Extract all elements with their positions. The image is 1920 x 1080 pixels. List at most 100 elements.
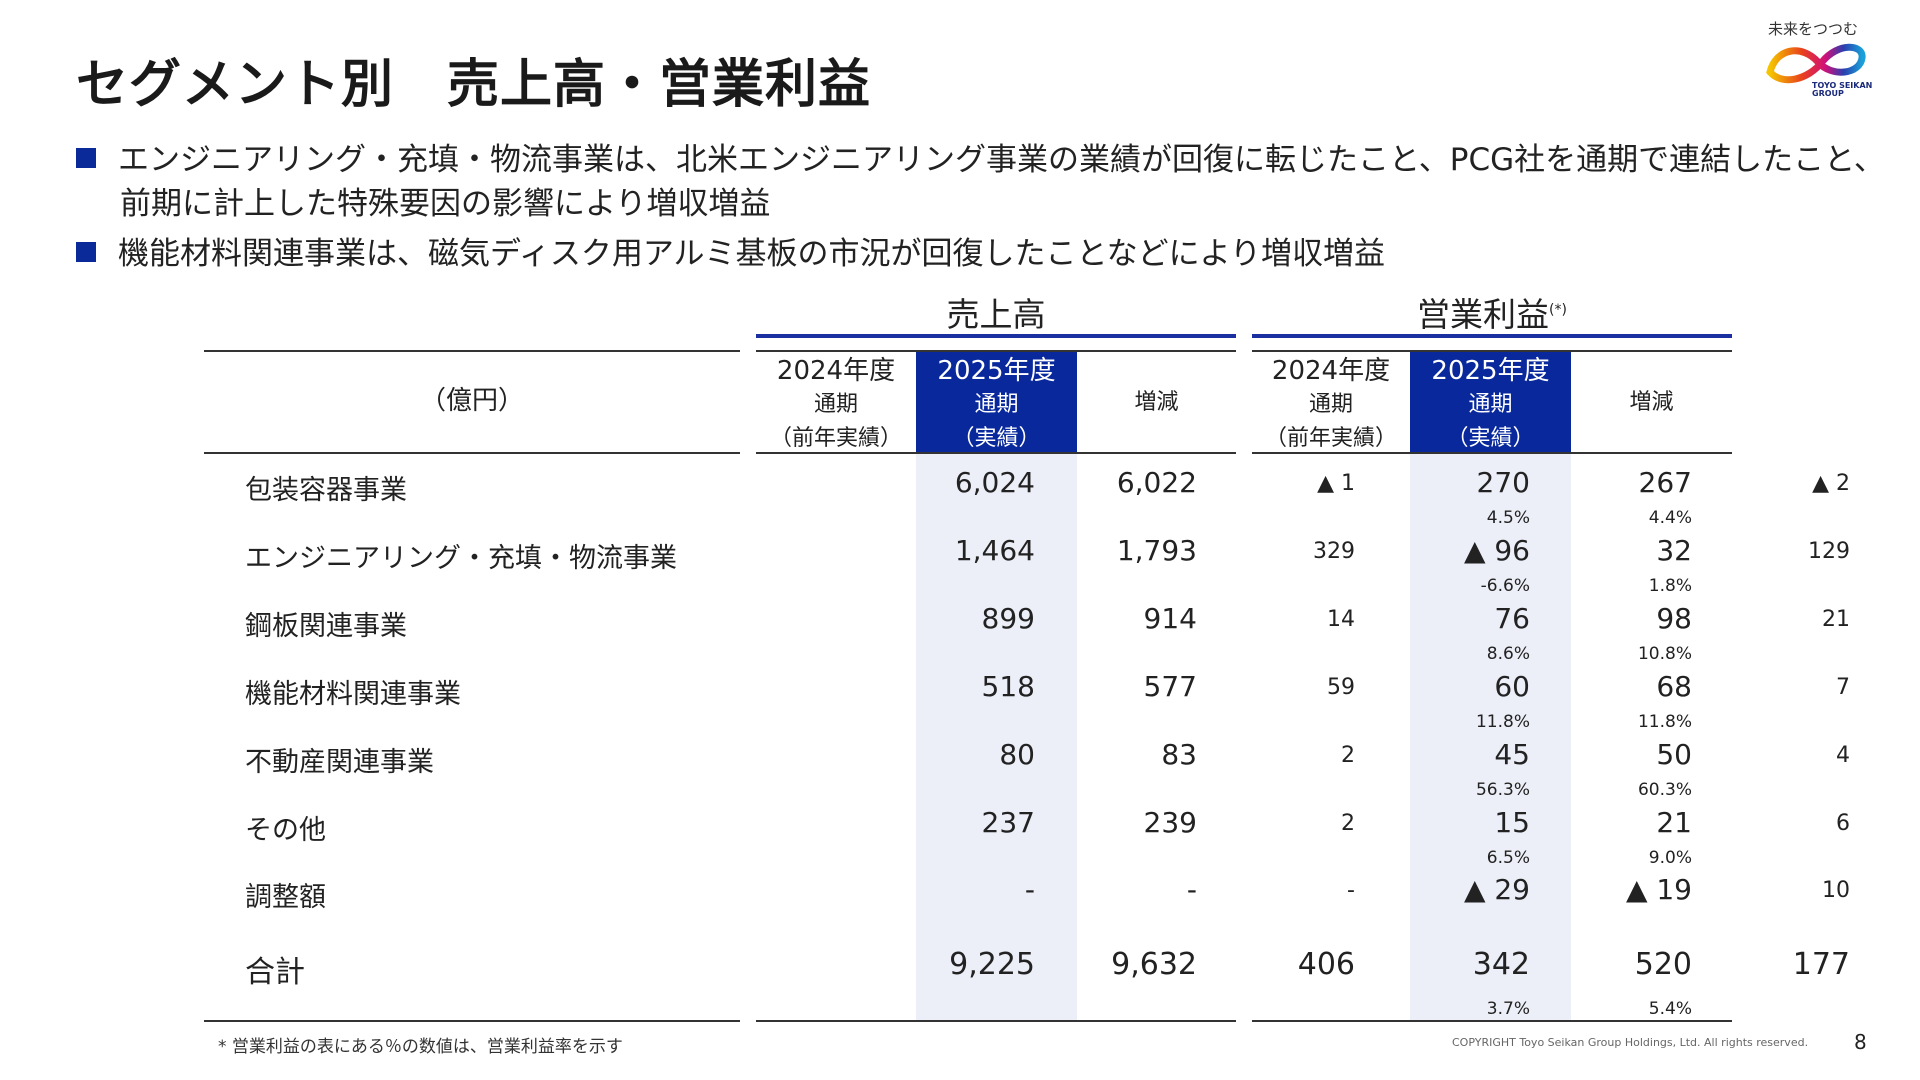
footnote: * 営業利益の表にある％の数値は、営業利益率を示す: [218, 1037, 623, 1057]
cell-p-diff: 21: [1822, 607, 1850, 632]
cell-p-diff: 177: [1792, 947, 1850, 982]
table-top-rule: [756, 350, 1236, 352]
cell-margin-curr: 10.8%: [1637, 644, 1692, 664]
profit-prev-header: 2024年度 通期 （前年実績）: [1264, 356, 1397, 451]
logo-tagline: 未来をつつむ: [1768, 20, 1859, 38]
row-label: 機能材料関連事業: [245, 679, 461, 710]
cell-margin-curr: 5.4%: [1648, 999, 1692, 1019]
cell-p-diff: 129: [1808, 539, 1850, 564]
table-header-rule: [204, 452, 740, 454]
cell-margin-curr: 4.4%: [1648, 508, 1692, 528]
cell-s-diff: 406: [1297, 947, 1355, 982]
cell-s-diff: ▲ 1: [1317, 471, 1355, 496]
cell-p-diff: 10: [1822, 878, 1850, 903]
table-top-rule: [204, 350, 740, 352]
cell-s-prev: 6,024: [954, 466, 1035, 499]
table-header-rule: [1252, 452, 1732, 454]
cell-s-curr: 83: [1161, 738, 1197, 771]
page-title: セグメント別 売上高・営業利益: [76, 55, 872, 115]
table-bottom-rule: [756, 1020, 1236, 1022]
sales-prev-header: 2024年度 通期 （前年実績）: [769, 356, 902, 451]
cell-s-prev: 9,225: [949, 947, 1035, 982]
cell-margin-prev: 11.8%: [1475, 712, 1530, 732]
cell-margin-prev: 56.3%: [1475, 780, 1530, 800]
cell-p-curr: 267: [1638, 466, 1692, 499]
cell-s-prev: 80: [999, 738, 1035, 771]
profit-header-bar: [1252, 334, 1732, 338]
row-label: エンジニアリング・充填・物流事業: [245, 543, 677, 574]
logo-brand-text: TOYO SEIKAN GROUP: [1812, 81, 1873, 98]
cell-s-prev: 518: [981, 670, 1035, 703]
cell-p-prev: 270: [1476, 466, 1530, 499]
row-label: 調整額: [245, 882, 326, 913]
cell-s-diff: 59: [1327, 675, 1355, 700]
cell-s-curr: -: [1186, 873, 1197, 906]
cell-p-curr: 68: [1656, 670, 1692, 703]
cell-s-prev: -: [1024, 873, 1035, 906]
cell-s-curr: 914: [1143, 602, 1197, 635]
cell-p-diff: 4: [1836, 743, 1850, 768]
cell-margin-prev: 8.6%: [1486, 644, 1530, 664]
cell-s-diff: 329: [1313, 539, 1355, 564]
cell-margin-prev: 3.7%: [1486, 999, 1530, 1019]
cell-p-prev: 60: [1494, 670, 1530, 703]
bullet-item: 機能材料関連事業は、磁気ディスク用アルミ基板の市況が回復したことなどにより増収増…: [76, 232, 1385, 276]
cell-p-curr: 32: [1656, 534, 1692, 567]
sales-current-highlight: [916, 452, 1077, 1020]
cell-margin-curr: 60.3%: [1637, 780, 1692, 800]
profit-current-highlight: [1410, 452, 1571, 1020]
cell-margin-curr: 1.8%: [1648, 576, 1692, 596]
sales-diff-header: 増減: [1134, 390, 1179, 415]
sales-header-bar: [756, 334, 1236, 338]
copyright: COPYRIGHT Toyo Seikan Group Holdings, Lt…: [1452, 1036, 1809, 1049]
table-bottom-rule: [1252, 1020, 1732, 1022]
cell-p-curr: 520: [1634, 947, 1692, 982]
cell-p-diff: ▲ 2: [1812, 471, 1850, 496]
profit-curr-header: 2025年度 通期 （実績）: [1431, 356, 1550, 451]
bullet-item: エンジニアリング・充填・物流事業は、北米エンジニアリング事業の業績が回復に転じた…: [76, 138, 1885, 226]
row-label: 鋼板関連事業: [245, 611, 407, 642]
profit-section-header: 営業利益(*): [1417, 295, 1567, 334]
bullet-square-icon: [76, 148, 96, 168]
page-number: 8: [1854, 1030, 1867, 1054]
cell-p-prev: 342: [1472, 947, 1530, 982]
unit-label: （億円）: [419, 386, 524, 416]
row-label: 包装容器事業: [245, 475, 407, 506]
company-logo: 未来をつつむ TOYO SEIKAN GROUP: [1762, 18, 1882, 108]
table-bottom-rule: [204, 1020, 740, 1022]
cell-s-curr: 1,793: [1116, 534, 1197, 567]
cell-p-curr: 21: [1656, 806, 1692, 839]
cell-p-diff: 6: [1836, 811, 1850, 836]
cell-s-diff: -: [1347, 878, 1355, 903]
cell-s-curr: 6,022: [1116, 466, 1197, 499]
cell-s-prev: 237: [981, 806, 1035, 839]
cell-margin-curr: 9.0%: [1648, 848, 1692, 868]
cell-margin-curr: 11.8%: [1637, 712, 1692, 732]
row-label: 合計: [245, 955, 305, 990]
cell-p-diff: 7: [1836, 675, 1850, 700]
table-top-rule: [1252, 350, 1732, 352]
sales-section-header: 売上高: [946, 295, 1046, 334]
cell-p-prev: 45: [1494, 738, 1530, 771]
table-header-rule: [756, 452, 1236, 454]
logo-mark-icon: [1766, 43, 1866, 84]
sales-current-header-bg: [916, 352, 1077, 452]
cell-s-curr: 577: [1143, 670, 1197, 703]
cell-p-prev: ▲ 96: [1463, 534, 1530, 567]
cell-s-prev: 899: [981, 602, 1035, 635]
cell-s-diff: 14: [1327, 607, 1355, 632]
row-label: その他: [245, 815, 326, 846]
bullet-square-icon: [76, 242, 96, 262]
cell-margin-prev: 6.5%: [1486, 848, 1530, 868]
sales-curr-header: 2025年度 通期 （実績）: [937, 356, 1056, 451]
cell-s-curr: 239: [1143, 806, 1197, 839]
cell-margin-prev: -6.6%: [1480, 576, 1530, 596]
cell-s-diff: 2: [1341, 743, 1355, 768]
cell-p-curr: 98: [1656, 602, 1692, 635]
cell-s-diff: 2: [1341, 811, 1355, 836]
profit-diff-header: 増減: [1629, 390, 1674, 415]
cell-s-prev: 1,464: [954, 534, 1035, 567]
cell-p-curr: ▲ 19: [1625, 873, 1692, 906]
cell-p-prev: 15: [1494, 806, 1530, 839]
cell-s-curr: 9,632: [1111, 947, 1197, 982]
